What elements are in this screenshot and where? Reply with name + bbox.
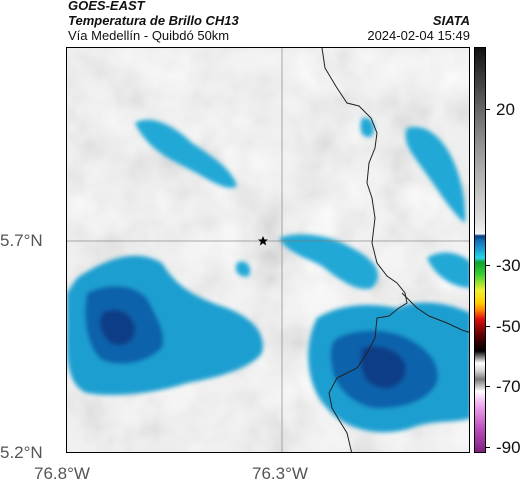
org-label: SIATA xyxy=(432,13,470,28)
datetime-label: 2024-02-04 15:49 xyxy=(367,28,470,43)
star-marker-icon xyxy=(258,236,268,246)
colorbar-label: -30 xyxy=(496,256,521,275)
satellite-title: GOES-EAST xyxy=(68,0,145,13)
colorbar-tick xyxy=(486,265,490,266)
y-tick-label: 5.2°N xyxy=(0,443,43,462)
colorbar-tick xyxy=(486,109,490,110)
country-border-line xyxy=(321,48,408,452)
temperature-colorbar xyxy=(474,47,486,453)
colorbar-label: -70 xyxy=(496,377,521,396)
colorbar-tick xyxy=(486,326,490,327)
cold-cloud-regions xyxy=(67,117,469,433)
x-tick-label: 76.8°W xyxy=(34,464,90,483)
region-border-line xyxy=(401,292,469,333)
colorbar-label: 20 xyxy=(496,100,515,119)
colorbar-label: -50 xyxy=(496,317,521,336)
colorbar-tick xyxy=(486,386,490,387)
y-tick-label: 5.7°N xyxy=(0,231,43,250)
colorbar-label: -90 xyxy=(496,438,521,457)
x-tick-label: 76.3°W xyxy=(252,464,308,483)
region-subtitle: Vía Medellín - Quibdó 50km xyxy=(68,28,230,43)
map-canvas xyxy=(67,48,469,452)
satellite-map xyxy=(66,47,470,453)
colorbar-tick xyxy=(486,447,490,448)
product-title: Temperatura de Brillo CH13 xyxy=(68,13,239,28)
